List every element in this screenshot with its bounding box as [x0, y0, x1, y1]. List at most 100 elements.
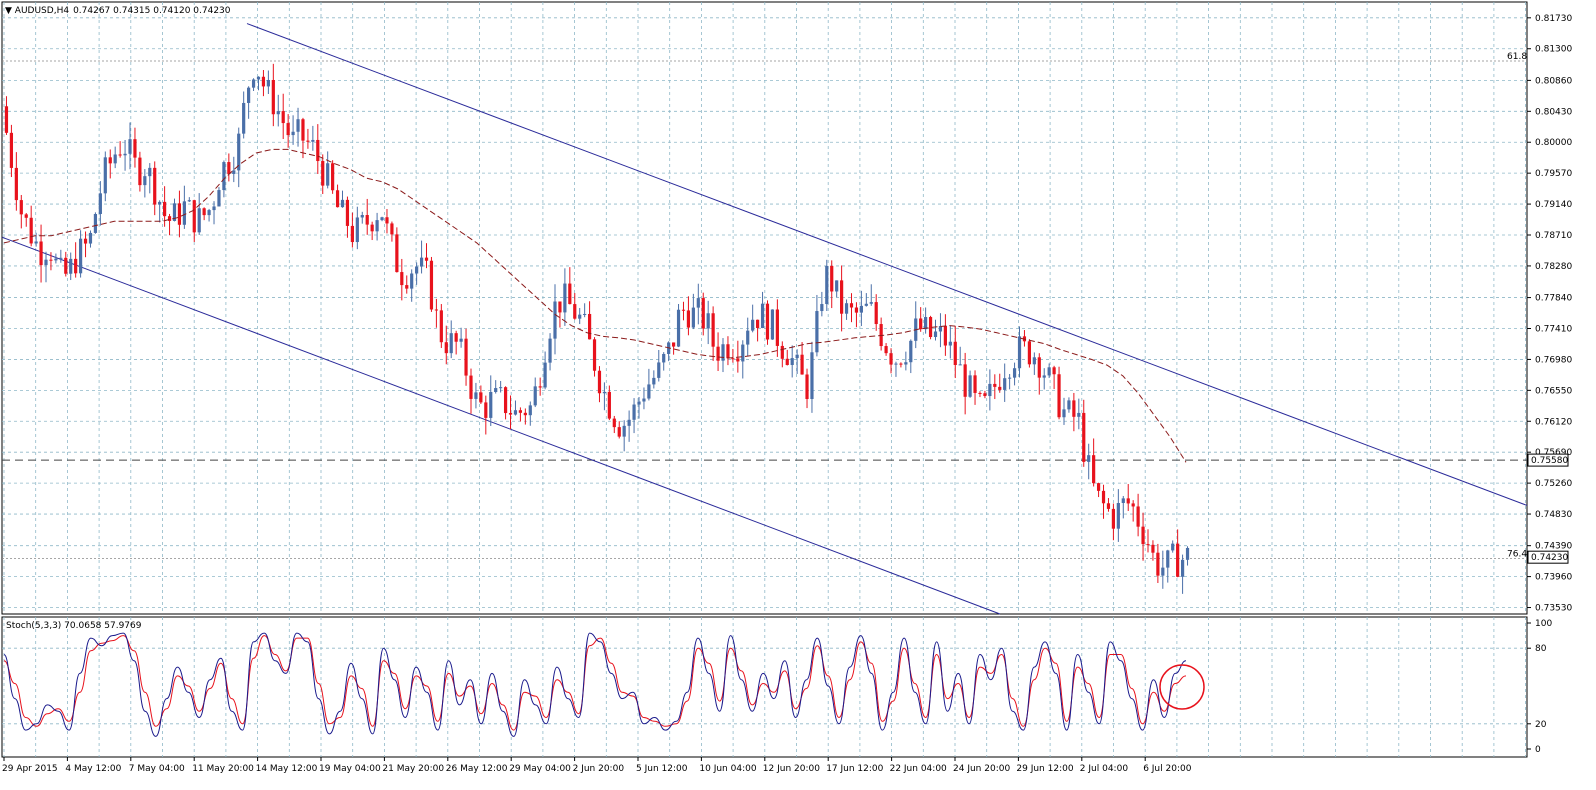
stoch-grid [2, 617, 1527, 757]
candle-body [276, 111, 280, 115]
candle-body [251, 79, 256, 88]
candle-body [933, 331, 938, 338]
candle-body [340, 199, 345, 208]
candle-body [706, 313, 710, 329]
candle-body [419, 257, 424, 267]
candle-body [242, 102, 246, 134]
candle-body [548, 338, 552, 363]
candle-body [1027, 341, 1031, 365]
main-grid [2, 2, 1527, 614]
candle-body [726, 344, 730, 359]
candle-body [765, 303, 770, 340]
candle-body [854, 307, 859, 313]
highlight-circle [1159, 664, 1205, 710]
candle-body [943, 326, 947, 346]
candle-body [74, 258, 78, 274]
candle-body [805, 374, 809, 400]
price-tick-label: 0.80000 [1535, 138, 1572, 148]
time-tick-label: 10 Jun 04:00 [699, 764, 756, 774]
candle-body [686, 310, 691, 328]
price-tick-label: 0.76120 [1535, 417, 1572, 427]
candle-body [148, 167, 152, 177]
symbol-label: AUDUSD,H4 [15, 6, 70, 16]
price-tick-label: 0.73530 [1535, 604, 1572, 614]
candle-body [1146, 544, 1150, 546]
candle-body [1141, 526, 1145, 545]
candle-body [153, 167, 157, 205]
candle-body [54, 258, 58, 261]
candle-body [558, 301, 562, 313]
candle-body [405, 285, 409, 289]
candle-body [281, 111, 285, 124]
time-tick-label: 14 May 12:00 [256, 764, 318, 774]
time-tick-label: 26 May 12:00 [446, 764, 508, 774]
candle-body [528, 405, 532, 416]
candle-body [301, 119, 305, 141]
candle-body [1047, 367, 1051, 376]
price-axis: 0.81730 0.81300 0.80860 0.80430 0.80000 0.795… [1527, 14, 1572, 614]
candle-body [844, 303, 849, 314]
candle-body [247, 87, 251, 103]
candle-body [711, 313, 715, 347]
candle-body [49, 259, 53, 261]
candle-body [138, 157, 142, 186]
time-tick-label: 17 Jun 12:00 [826, 764, 883, 774]
candle-body [538, 386, 542, 388]
candle-body [874, 302, 878, 325]
candle-body [1136, 506, 1140, 527]
fib-level-label: 76.4 [1507, 550, 1527, 560]
candle-body [1180, 559, 1185, 577]
candle-body [1087, 455, 1091, 462]
candle-body [612, 418, 616, 428]
channel-lower-line [1, 236, 1001, 615]
candle-body [326, 163, 330, 186]
candle-body [795, 354, 799, 359]
candle-body [365, 215, 369, 225]
candle-body [1121, 498, 1125, 504]
candle-body [1116, 503, 1120, 529]
price-tick-label: 0.79140 [1535, 200, 1572, 210]
candle-body [167, 216, 172, 221]
candle-body [800, 354, 804, 375]
candle-body [751, 319, 755, 331]
candle-body [360, 215, 364, 218]
price-tick-label: 0.77840 [1535, 294, 1572, 304]
candle-body [553, 301, 557, 339]
candle-body [1111, 508, 1116, 529]
stoch-signal-line [3, 635, 1187, 731]
candle-body [1101, 490, 1106, 504]
candle-body [696, 298, 700, 308]
candle-body [988, 383, 992, 397]
time-axis: 29 Apr 2015 4 May 12:00 7 May 04:00 11 May … [2, 757, 1192, 774]
candle-body [88, 232, 93, 244]
candle-body [508, 413, 513, 415]
candle-body [928, 317, 933, 338]
candlesticks [4, 63, 1190, 594]
candle-body [533, 386, 537, 406]
candle-body [93, 213, 98, 233]
candle-body [474, 392, 478, 399]
candle-body [662, 353, 666, 363]
candle-body [1052, 367, 1056, 375]
price-tick-label: 0.76550 [1535, 386, 1572, 396]
candle-body [840, 280, 844, 314]
time-tick-label: 12 Jun 20:00 [763, 764, 820, 774]
candle-body [464, 338, 468, 376]
candle-body [904, 362, 908, 365]
candle-body [39, 241, 43, 266]
candle-body [380, 217, 384, 221]
level-label-box [1527, 453, 1569, 467]
candle-body [424, 257, 429, 261]
candle-body [830, 265, 834, 292]
candle-body [266, 79, 270, 87]
price-tick-label: 0.75260 [1535, 479, 1572, 489]
candle-body [19, 200, 23, 215]
price-tick-label: 0.74830 [1535, 510, 1572, 520]
candle-body [1067, 400, 1071, 410]
candle-body [820, 304, 824, 312]
candle-body [909, 340, 913, 363]
candle-body [1017, 336, 1022, 369]
time-tick-label: 11 May 20:00 [192, 764, 254, 774]
candle-body [1185, 547, 1190, 560]
